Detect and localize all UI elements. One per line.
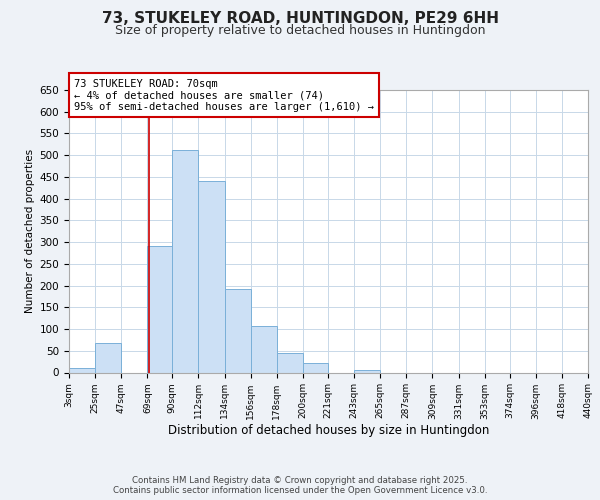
- Bar: [251, 326, 277, 372]
- Y-axis label: Number of detached properties: Number of detached properties: [25, 149, 35, 314]
- Bar: [69, 368, 95, 372]
- Bar: [95, 344, 121, 372]
- Bar: [354, 370, 380, 372]
- Bar: [277, 352, 303, 372]
- Text: 73 STUKELEY ROAD: 70sqm
← 4% of detached houses are smaller (74)
95% of semi-det: 73 STUKELEY ROAD: 70sqm ← 4% of detached…: [74, 78, 374, 112]
- Bar: [199, 182, 224, 372]
- Text: Contains public sector information licensed under the Open Government Licence v3: Contains public sector information licen…: [113, 486, 487, 495]
- Text: Size of property relative to detached houses in Huntingdon: Size of property relative to detached ho…: [115, 24, 485, 37]
- Text: Contains HM Land Registry data © Crown copyright and database right 2025.: Contains HM Land Registry data © Crown c…: [132, 476, 468, 485]
- Bar: [224, 289, 251, 372]
- Text: 73, STUKELEY ROAD, HUNTINGDON, PE29 6HH: 73, STUKELEY ROAD, HUNTINGDON, PE29 6HH: [101, 11, 499, 26]
- X-axis label: Distribution of detached houses by size in Huntingdon: Distribution of detached houses by size …: [168, 424, 489, 437]
- Bar: [148, 246, 172, 372]
- Bar: [172, 150, 199, 372]
- Bar: [303, 363, 328, 372]
